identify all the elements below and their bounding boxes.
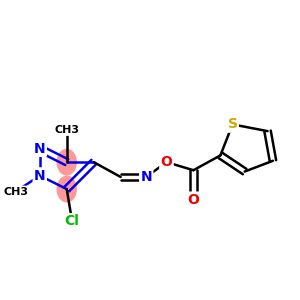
Ellipse shape — [56, 149, 77, 176]
Text: O: O — [160, 155, 172, 169]
Text: N: N — [34, 169, 46, 183]
Text: O: O — [188, 193, 200, 207]
Text: N: N — [34, 142, 46, 156]
Text: O: O — [188, 193, 200, 207]
Text: N: N — [140, 170, 152, 184]
Ellipse shape — [56, 176, 77, 203]
Text: O: O — [160, 155, 172, 169]
Text: Cl: Cl — [65, 214, 80, 228]
Text: CH3: CH3 — [3, 187, 28, 197]
Text: N: N — [34, 142, 46, 156]
Text: N: N — [140, 170, 152, 184]
Text: S: S — [227, 117, 238, 131]
Text: CH3: CH3 — [54, 125, 79, 135]
Text: Cl: Cl — [65, 214, 80, 228]
Text: N: N — [34, 169, 46, 183]
Text: S: S — [227, 117, 238, 131]
Text: CH3: CH3 — [3, 187, 28, 197]
Text: CH3: CH3 — [54, 125, 79, 135]
